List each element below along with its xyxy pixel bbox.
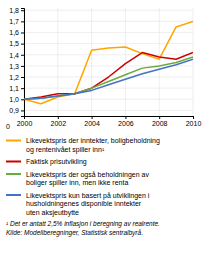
- y-tick-mark: [21, 21, 24, 22]
- series-line: [24, 53, 193, 100]
- y-tick: 1,5: [9, 40, 24, 47]
- x-tick-label: 2000: [17, 120, 33, 127]
- y-tick-label: 1,2: [9, 74, 19, 81]
- grid-line: [193, 8, 194, 116]
- legend-swatch: [6, 194, 21, 196]
- x-tick-mark: [58, 116, 59, 119]
- x-tick-mark: [193, 116, 194, 119]
- y-tick-label: 1,0: [9, 96, 19, 103]
- x-axis: 2000 2002 2004 2006 2008 2010: [17, 116, 202, 127]
- grid-line: [24, 21, 193, 22]
- x-tick: 2010: [186, 116, 202, 127]
- x-tick-mark: [125, 116, 126, 119]
- grid-line: [125, 8, 126, 116]
- y-tick-label: 1,1: [9, 85, 19, 92]
- x-tick-label: 2002: [51, 120, 67, 127]
- y-tick: 1,4: [9, 52, 24, 59]
- footnote: Kilde: Modellberegninger, Statistisk sen…: [6, 229, 143, 237]
- y-tick: 1,3: [9, 63, 24, 70]
- grid-line: [91, 8, 92, 116]
- grid-line: [24, 10, 193, 11]
- grid-line: [24, 32, 193, 33]
- x-tick-label: 2008: [152, 120, 168, 127]
- y-tick-label: 1,7: [9, 18, 19, 25]
- y-tick-mark: [21, 110, 24, 111]
- x-tick: 2000: [17, 116, 33, 127]
- y-tick: 1,2: [9, 74, 24, 81]
- footnote: ¹ Det er antatt 2,5% inflasjon i beregni…: [6, 220, 160, 228]
- y-tick-label: 1,4: [9, 52, 19, 59]
- y-tick-mark: [21, 77, 24, 78]
- x-tick-label: 2010: [186, 120, 202, 127]
- y-tick: 1,8: [9, 7, 24, 14]
- x-tick: 2008: [152, 116, 168, 127]
- legend-label: Likevektspris der også beholdningen av b…: [26, 171, 151, 188]
- series-line: [24, 21, 193, 103]
- x-tick-mark: [92, 116, 93, 119]
- y-tick-label: 1,5: [9, 40, 19, 47]
- series-line: [24, 59, 193, 99]
- y-tick-mark: [21, 66, 24, 67]
- x-tick: 2002: [51, 116, 67, 127]
- x-axis-line: [25, 117, 194, 120]
- x-tick: 2006: [118, 116, 134, 127]
- legend: Likevektspris der inntekter, boligbehold…: [6, 137, 162, 217]
- y-tick-label: 0,9: [9, 107, 19, 114]
- plot-area: [24, 21, 193, 103]
- x-tick-label: 2006: [118, 120, 134, 127]
- grid-line: [24, 54, 193, 55]
- chart: 2000 2002 2004 2006 2008 2010 0,9 1,0 1,1 1,2 1,3 1…: [0, 0, 204, 278]
- y-tick: 1,1: [9, 85, 24, 92]
- y-axis: 0,9 1,0 1,1 1,2 1,3 1,4 1,5 1,6 1,7 1,8: [9, 7, 24, 117]
- legend-swatch: [6, 140, 21, 142]
- y-tick-mark: [21, 44, 24, 45]
- y-tick: 0,9: [9, 107, 24, 114]
- x-tick-mark: [159, 116, 160, 119]
- legend-label: Likevektspris kun basert på utviklingen …: [26, 192, 151, 217]
- grid-line: [24, 110, 193, 111]
- y-tick-label: 1,6: [9, 29, 19, 36]
- y-tick-label: 1,3: [9, 63, 19, 70]
- grid: [24, 8, 193, 116]
- y-tick-mark: [21, 99, 24, 100]
- y-tick-mark: [21, 10, 24, 11]
- grid-line: [159, 8, 160, 116]
- y-tick-mark: [21, 32, 24, 33]
- legend-swatch: [6, 173, 21, 175]
- grid-line: [57, 8, 58, 116]
- y-tick-mark: [21, 55, 24, 56]
- legend-swatch: [6, 161, 21, 163]
- legend-label: Likevektspris der inntekter, boligbehold…: [26, 137, 162, 154]
- y-tick-mark: [21, 88, 24, 89]
- legend-label: Faktisk prisutvikling: [26, 158, 87, 166]
- y-tick-label: 1,8: [9, 7, 19, 14]
- y-axis-line: [21, 9, 25, 117]
- annotation: 0: [6, 123, 10, 130]
- y-tick: 1,7: [9, 18, 24, 25]
- y-tick: 1,0: [9, 96, 24, 103]
- series-line: [24, 57, 193, 99]
- grid-line: [24, 88, 193, 89]
- y-tick: 1,6: [9, 29, 24, 36]
- x-tick-label: 2004: [84, 120, 100, 127]
- x-tick: 2004: [84, 116, 100, 127]
